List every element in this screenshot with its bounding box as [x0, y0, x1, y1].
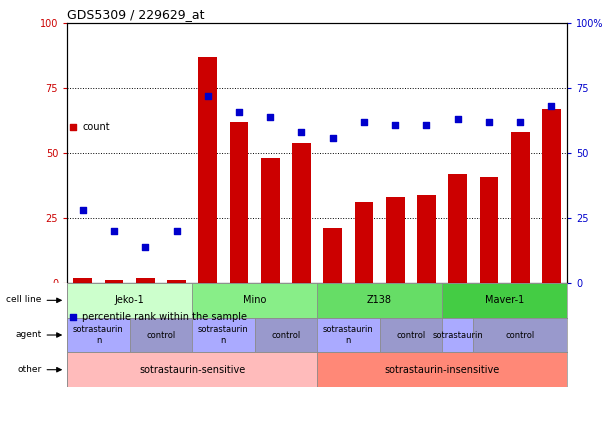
Text: count: count — [82, 122, 110, 132]
Bar — [542, 109, 561, 283]
Point — [265, 113, 275, 120]
Text: sotrastaurin-sensitive: sotrastaurin-sensitive — [139, 365, 245, 375]
Point — [390, 121, 400, 128]
Text: agent: agent — [15, 330, 42, 339]
Bar — [379, 318, 442, 352]
Bar — [474, 318, 567, 352]
Bar — [448, 174, 467, 283]
Text: control: control — [505, 330, 535, 340]
Point — [203, 93, 213, 99]
Bar — [480, 176, 499, 283]
Bar — [167, 280, 186, 283]
Bar — [73, 278, 92, 283]
Bar — [255, 318, 317, 352]
Text: Mino: Mino — [243, 295, 266, 305]
Text: percentile rank within the sample: percentile rank within the sample — [82, 312, 247, 322]
Point — [296, 129, 306, 136]
Text: control: control — [146, 330, 175, 340]
Bar — [261, 158, 280, 283]
Text: control: control — [271, 330, 301, 340]
Bar — [192, 318, 255, 352]
Point — [422, 121, 431, 128]
Bar — [199, 57, 217, 283]
Bar — [317, 318, 379, 352]
Bar — [417, 195, 436, 283]
Point — [359, 118, 369, 125]
Text: sotrastaurin
n: sotrastaurin n — [323, 325, 374, 345]
Text: sotrastaurin
n: sotrastaurin n — [73, 325, 124, 345]
Bar — [317, 283, 442, 318]
Point — [484, 118, 494, 125]
Bar — [136, 278, 155, 283]
Point — [141, 243, 150, 250]
Bar — [192, 283, 317, 318]
Point — [546, 103, 556, 110]
Bar — [67, 318, 130, 352]
Point — [515, 118, 525, 125]
Point — [78, 207, 88, 214]
Text: sotrastaurin: sotrastaurin — [433, 330, 483, 340]
Bar — [323, 228, 342, 283]
Point — [328, 134, 338, 141]
Bar — [292, 143, 311, 283]
Bar — [442, 318, 474, 352]
Point — [453, 116, 463, 123]
Text: control: control — [396, 330, 425, 340]
Bar — [317, 352, 567, 387]
Bar — [130, 318, 192, 352]
Text: Jeko-1: Jeko-1 — [115, 295, 145, 305]
Bar — [67, 283, 192, 318]
Bar — [442, 283, 567, 318]
Point — [109, 228, 119, 234]
Text: Z138: Z138 — [367, 295, 392, 305]
Bar — [354, 203, 373, 283]
Text: GDS5309 / 229629_at: GDS5309 / 229629_at — [67, 8, 205, 21]
Point — [172, 228, 181, 234]
Text: sotrastaurin
n: sotrastaurin n — [198, 325, 249, 345]
Text: other: other — [18, 365, 42, 374]
Bar — [67, 352, 317, 387]
Bar — [104, 280, 123, 283]
Bar — [230, 122, 249, 283]
Text: cell line: cell line — [6, 295, 42, 304]
Bar — [511, 132, 530, 283]
Point — [234, 108, 244, 115]
Text: sotrastaurin-insensitive: sotrastaurin-insensitive — [384, 365, 500, 375]
Text: Maver-1: Maver-1 — [485, 295, 524, 305]
Bar — [386, 197, 404, 283]
